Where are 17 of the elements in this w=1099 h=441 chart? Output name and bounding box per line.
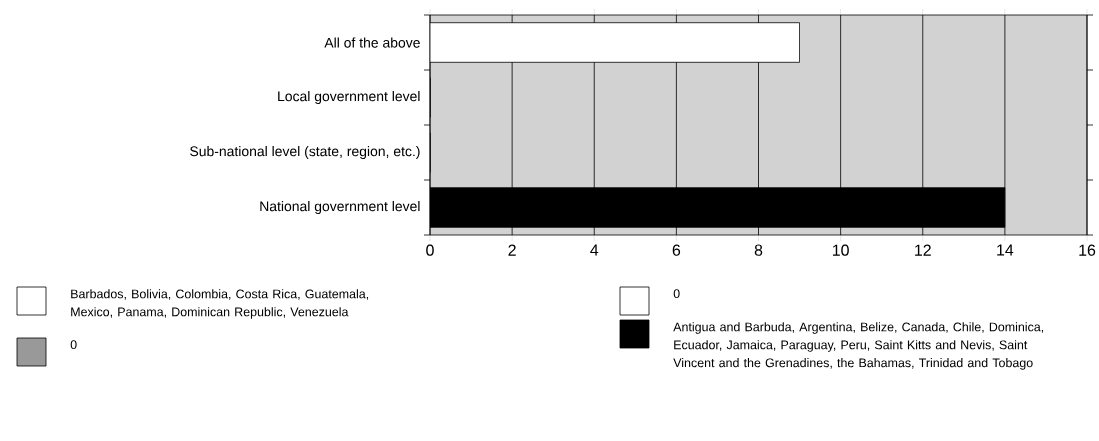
legend-label: Barbados, Bolivia, Colombia, Costa Rica, Guatemala, Mexico, Panama, Dominican Republic, Venezuela	[71, 289, 369, 319]
x-tick-label: 12	[915, 244, 931, 256]
x-tick-label: 16	[1079, 244, 1096, 256]
x-tick-label: 8	[754, 244, 763, 256]
x-tick-label: 0	[426, 244, 434, 256]
x-tick-label: 10	[832, 244, 849, 256]
legend-label: 0	[70, 340, 77, 350]
x-tick-label: 14	[997, 244, 1014, 256]
y-tick-label: National government level	[260, 201, 420, 214]
y-tick-label: Sub-national level (state, region, etc.)	[190, 146, 420, 159]
x-tick-label: 4	[590, 244, 599, 256]
x-tick-label: 6	[672, 244, 681, 256]
x-tick-label: 2	[508, 244, 516, 256]
y-tick-label: Local government level	[278, 91, 420, 104]
legend-label: 0	[673, 289, 680, 299]
legend-label: Antigua and Barbuda, Argentina, Belize, Canada, Chile, Dominica, Ecuador, Jamaica, Paraguay, Peru, Saint Kitts and Nevis, Saint Vincent and the Grenadines, the Bahamas, Trinidad and Tobago	[673, 322, 1044, 370]
y-tick-label: All of the above	[324, 37, 420, 48]
